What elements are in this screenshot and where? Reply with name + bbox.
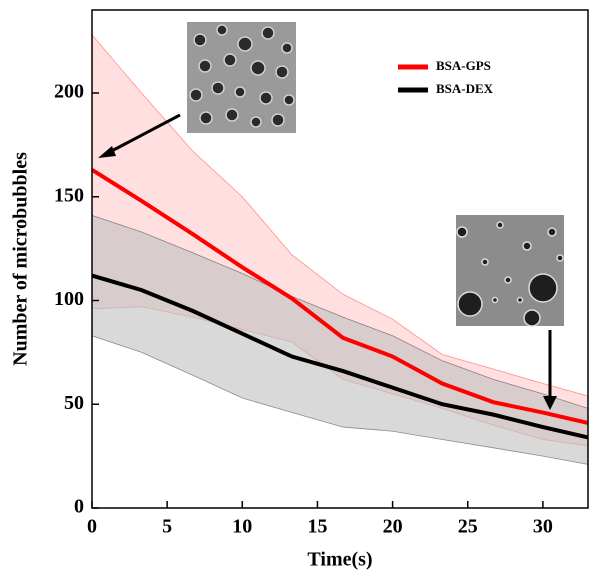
- arrow-head: [543, 396, 557, 410]
- x-tick-label: 15: [307, 516, 327, 538]
- x-tick-label: 0: [87, 516, 97, 538]
- bubbles: [456, 221, 564, 327]
- x-tick-label: 30: [533, 516, 553, 538]
- y-tick-label: 0: [74, 496, 84, 518]
- bubbles: [189, 24, 295, 128]
- y-tick-label: 50: [64, 392, 84, 414]
- arrow: [103, 113, 181, 157]
- inset-image: [456, 215, 564, 327]
- line: [90, 168, 589, 425]
- x-tick-label: 20: [383, 516, 403, 538]
- x-tick-label: 5: [162, 516, 172, 538]
- line: [91, 273, 589, 440]
- inset-image: [187, 22, 296, 133]
- y-tick-label: 100: [54, 288, 84, 310]
- x-tick-label: 25: [458, 516, 478, 538]
- y-tick-label: 200: [54, 81, 84, 103]
- arrow-head: [98, 146, 116, 158]
- y-tick-label: 150: [54, 184, 84, 206]
- x-axis-label: Time(s): [307, 549, 372, 571]
- x-tick-label: 10: [232, 516, 252, 538]
- legend-label: BSA-GPS: [436, 58, 491, 73]
- y-axis-label: Number of microbubbles: [10, 152, 32, 366]
- legend-label: BSA-DEX: [436, 81, 494, 96]
- plot-frame: [91, 9, 589, 509]
- lines: [90, 168, 589, 440]
